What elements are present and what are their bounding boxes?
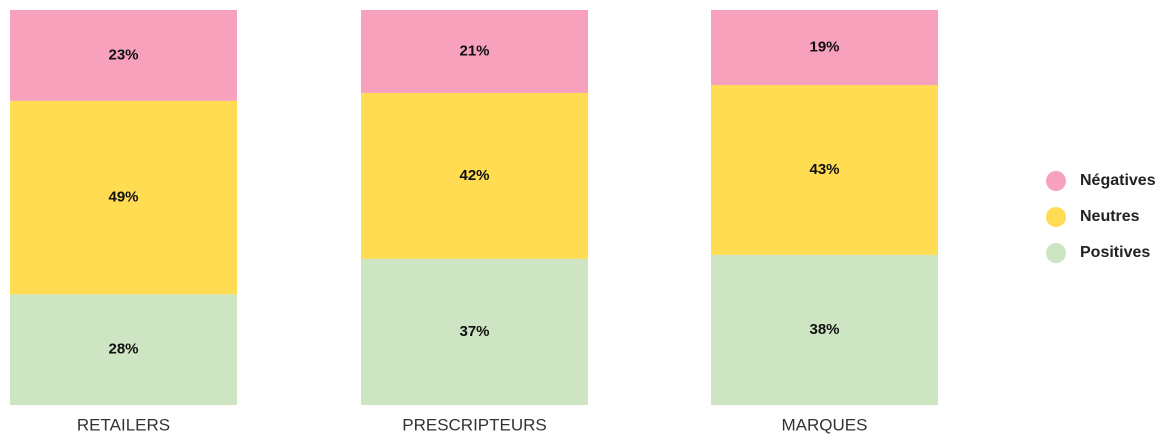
value-label: 28%: [108, 341, 138, 358]
value-label: 43%: [809, 161, 839, 178]
bar-segment: [361, 10, 588, 93]
x-tick-label: PRESCRIPTEURS: [402, 415, 547, 434]
bar-segment: [10, 294, 237, 405]
legend-swatch: [1046, 171, 1066, 191]
value-label: 23%: [108, 46, 138, 63]
legend-swatch: [1046, 207, 1066, 227]
bar-segment: [711, 85, 938, 255]
bar-segment: [10, 100, 237, 295]
value-label: 42%: [459, 167, 489, 184]
x-tick-label: RETAILERS: [77, 415, 170, 434]
legend-label: Positives: [1080, 244, 1150, 261]
value-label: 21%: [459, 42, 489, 59]
legend-label: Négatives: [1080, 172, 1156, 189]
bar-segment: [10, 10, 237, 101]
legend-swatch: [1046, 243, 1066, 263]
bar-segment: [361, 258, 588, 405]
bar-segment: [711, 254, 938, 405]
bar-segment: [361, 92, 588, 259]
value-label: 37%: [459, 323, 489, 340]
value-label: 19%: [809, 38, 839, 55]
value-label: 49%: [108, 189, 138, 206]
value-label: 38%: [809, 321, 839, 338]
legend-label: Neutres: [1080, 208, 1140, 225]
x-tick-label: MARQUES: [782, 415, 868, 434]
bar-segment: [711, 10, 938, 86]
